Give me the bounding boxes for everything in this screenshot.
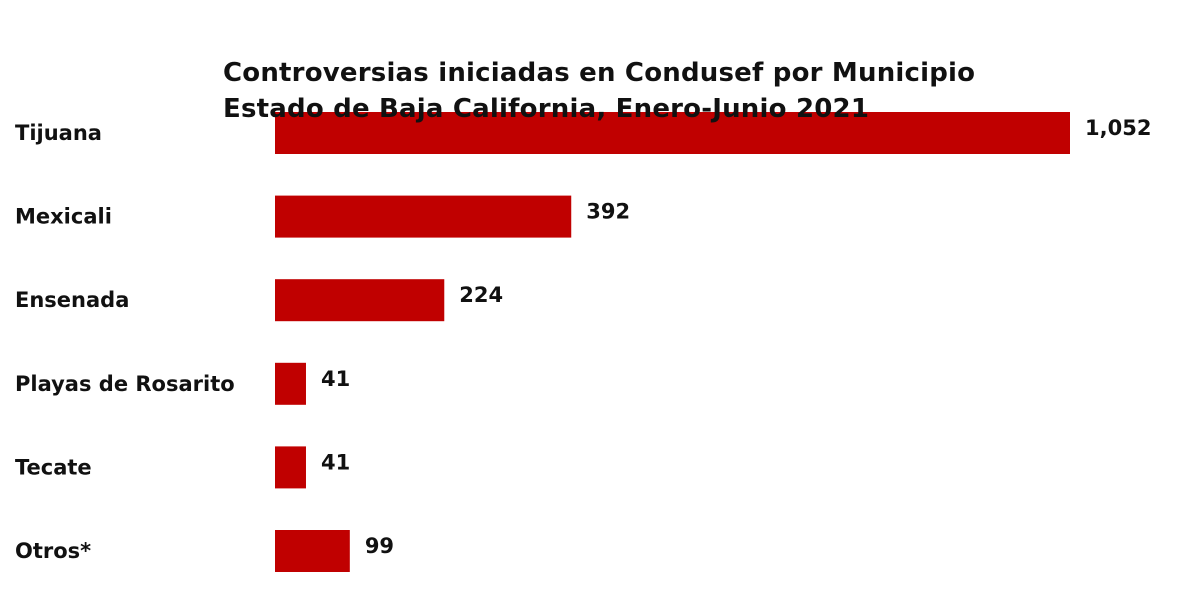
category-label: Tecate (15, 455, 92, 479)
bar (275, 530, 350, 572)
value-label: 392 (586, 200, 630, 224)
category-label: Playas de Rosarito (15, 372, 235, 396)
value-label: 224 (459, 283, 503, 307)
bar (275, 362, 306, 405)
category-label: Mexicali (15, 205, 112, 229)
chart-title-line-1: Controversias iniciadas en Condusef por … (223, 58, 976, 88)
category-label: Tijuana (15, 121, 102, 145)
chart-title-line-2: Estado de Baja California, Enero-Junio 2… (223, 94, 870, 124)
value-label: 41 (321, 367, 350, 391)
category-label: Ensenada (15, 288, 129, 312)
value-label: 1,052 (1085, 116, 1151, 140)
bar (275, 446, 306, 489)
bar (275, 279, 445, 322)
bar (275, 195, 572, 238)
category-label: Otros* (15, 539, 91, 563)
bar (275, 112, 1070, 154)
value-label: 41 (321, 450, 350, 474)
value-label: 99 (365, 534, 394, 558)
